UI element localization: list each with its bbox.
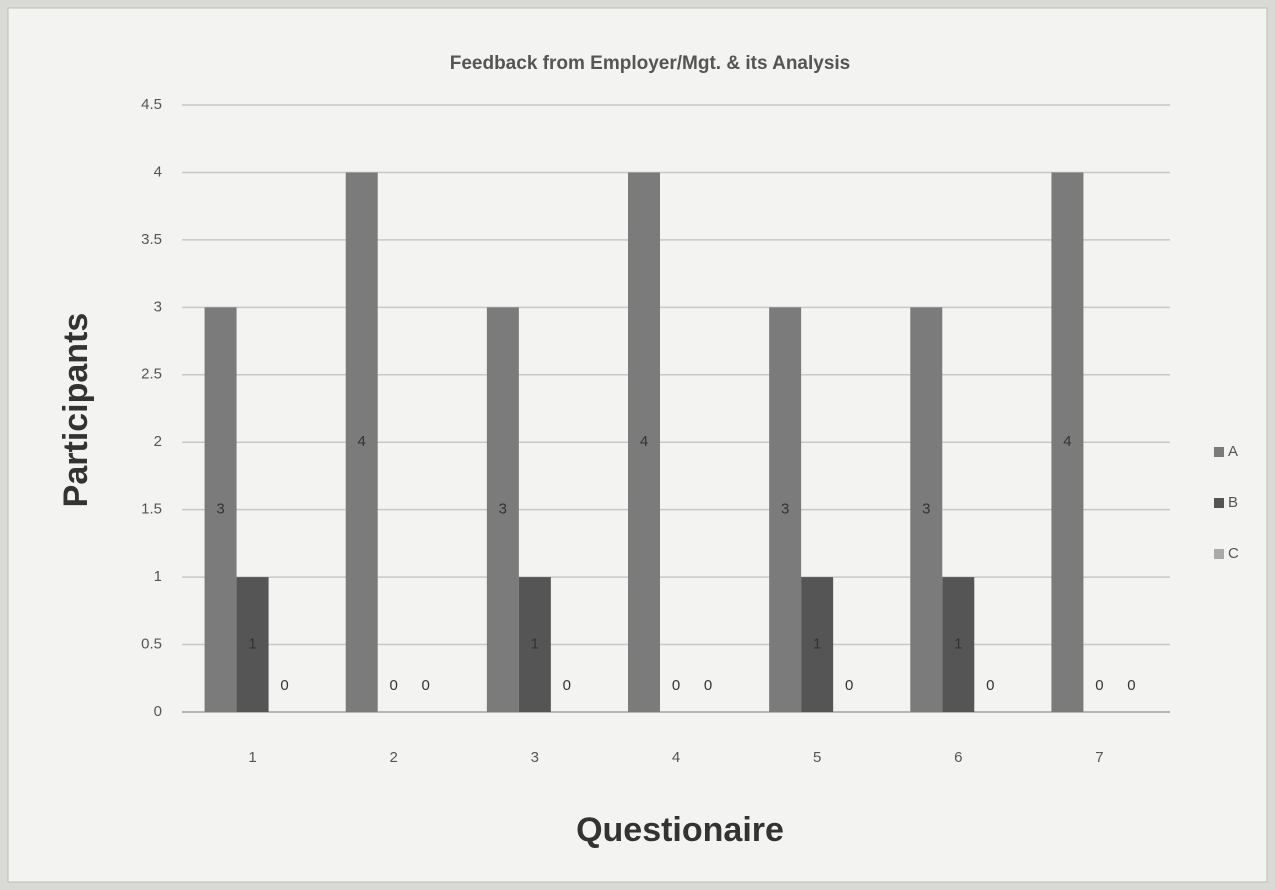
bar <box>942 577 975 712</box>
y-tick-label: 0 <box>154 703 162 720</box>
data-label: 1 <box>248 636 256 653</box>
bar <box>204 307 237 712</box>
y-tick-label: 4.5 <box>141 96 162 113</box>
y-tick-label: 2 <box>154 433 162 450</box>
y-tick-label: 3.5 <box>141 231 162 248</box>
data-label: 3 <box>781 501 789 518</box>
bar <box>801 577 834 712</box>
data-label: 0 <box>845 677 853 694</box>
x-tick-label: 2 <box>390 749 398 766</box>
data-label: 0 <box>704 677 712 694</box>
y-axis-label: Participants <box>57 313 95 508</box>
data-label: 3 <box>922 501 930 518</box>
data-label: 4 <box>1063 433 1071 450</box>
data-label: 0 <box>390 677 398 694</box>
legend-swatch <box>1214 498 1224 508</box>
data-label: 3 <box>216 501 224 518</box>
legend-label: C <box>1228 545 1239 562</box>
x-tick-label: 3 <box>531 749 539 766</box>
bar <box>769 307 802 712</box>
chart-title: Feedback from Employer/Mgt. & its Analys… <box>450 53 851 74</box>
data-label: 0 <box>1095 677 1103 694</box>
data-label: 1 <box>813 636 821 653</box>
data-label: 0 <box>563 677 571 694</box>
y-tick-label: 2.5 <box>141 366 162 383</box>
legend-swatch <box>1214 447 1224 457</box>
y-tick-label: 0.5 <box>141 636 162 653</box>
data-label: 0 <box>1127 677 1135 694</box>
data-label: 0 <box>672 677 680 694</box>
bar <box>518 577 551 712</box>
legend-label: A <box>1228 443 1238 460</box>
data-label: 1 <box>954 636 962 653</box>
bar <box>628 172 660 712</box>
data-label: 0 <box>986 677 994 694</box>
data-label: 4 <box>358 433 366 450</box>
x-tick-label: 5 <box>813 749 821 766</box>
x-axis-label: Questionaire <box>576 811 784 849</box>
y-tick-label: 1.5 <box>141 501 162 518</box>
bar <box>486 307 519 712</box>
legend-swatch <box>1214 549 1224 559</box>
bar <box>345 172 378 712</box>
x-tick-label: 6 <box>954 749 962 766</box>
data-label: 4 <box>640 433 648 450</box>
y-tick-label: 1 <box>154 568 162 585</box>
y-tick-label: 4 <box>154 163 162 180</box>
bar <box>1051 172 1084 712</box>
x-tick-label: 7 <box>1095 749 1103 766</box>
data-label: 0 <box>280 677 288 694</box>
data-label: 1 <box>531 636 539 653</box>
data-label: 3 <box>499 501 507 518</box>
y-tick-label: 3 <box>154 298 162 315</box>
bar <box>236 577 269 712</box>
x-tick-label: 1 <box>248 749 256 766</box>
data-label: 0 <box>422 677 430 694</box>
x-tick-label: 4 <box>672 749 680 766</box>
bar <box>910 307 943 712</box>
legend-label: B <box>1228 494 1238 511</box>
